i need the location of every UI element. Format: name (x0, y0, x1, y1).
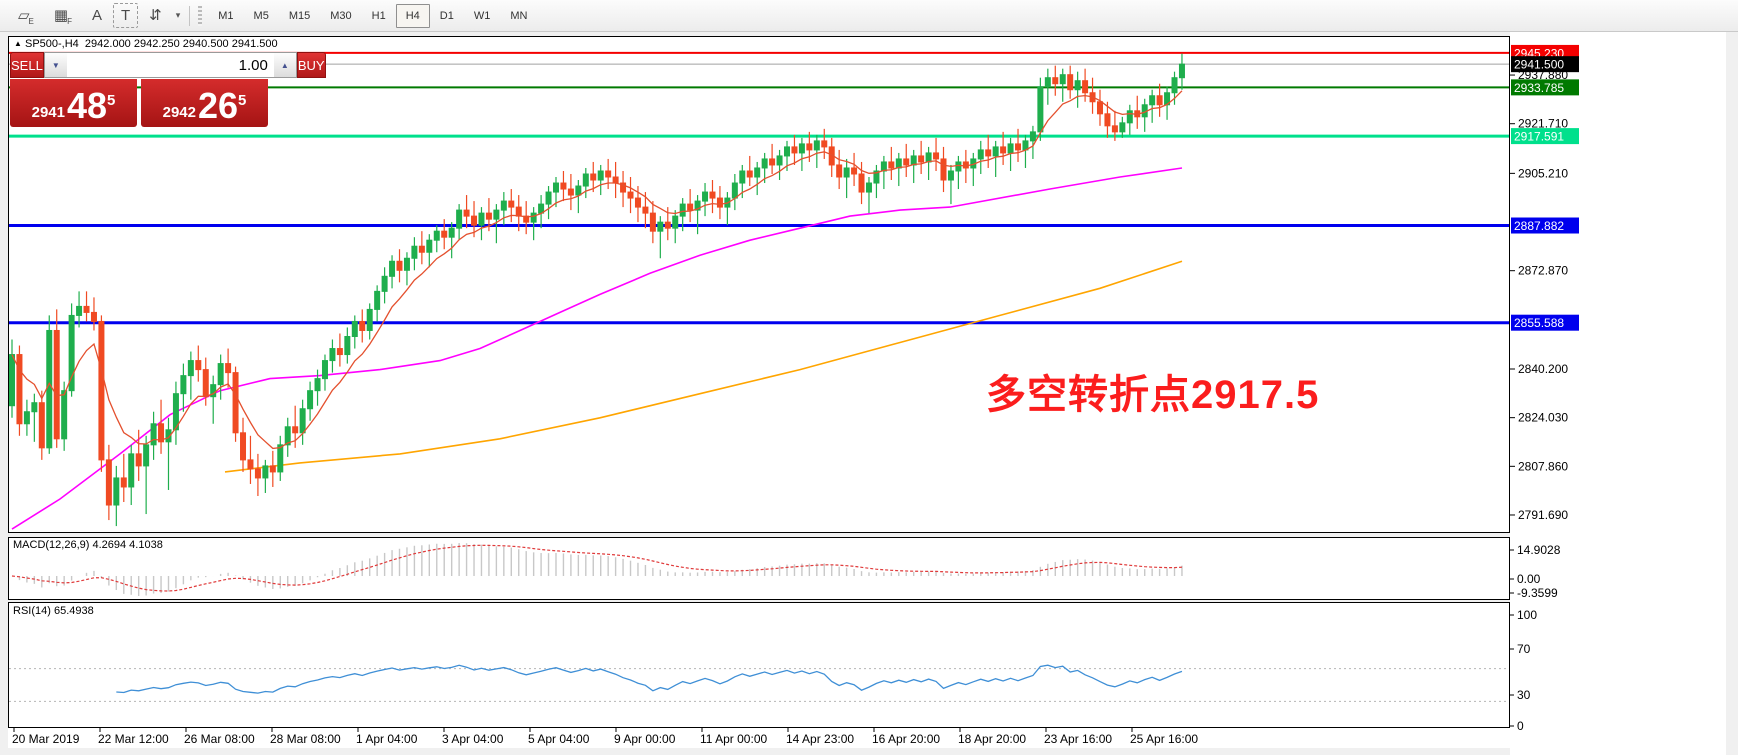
volume-spinner: ▼ ▲ (43, 52, 297, 78)
timeframe-button-w1[interactable]: W1 (473, 9, 491, 22)
svg-text:22 Mar 12:00: 22 Mar 12:00 (98, 732, 169, 746)
timeframe-button-mn[interactable]: MN (510, 9, 528, 22)
buy-price-main: 2942 (162, 104, 196, 121)
sell-button[interactable]: SELL (10, 52, 44, 78)
svg-text:14 Apr 23:00: 14 Apr 23:00 (786, 732, 854, 746)
svg-text:20 Mar 2019: 20 Mar 2019 (12, 732, 80, 746)
equidistant-channel-icon[interactable]: ▱E (18, 7, 34, 26)
sell-price-main: 2941 (31, 104, 65, 121)
svg-text:2807.860: 2807.860 (1518, 459, 1568, 473)
svg-text:11 Apr 00:00: 11 Apr 00:00 (700, 732, 767, 746)
chart-window: 2937.880 2921.710 2905.210 2872.870 2840.200… (0, 32, 1738, 755)
timeframe-button-m30[interactable]: M30 (330, 9, 352, 22)
svg-text:2933.785: 2933.785 (1514, 81, 1564, 95)
timeframe-button-m1[interactable]: M1 (218, 9, 234, 22)
svg-text:2855.588: 2855.588 (1514, 316, 1564, 330)
svg-text:5 Apr 04:00: 5 Apr 04:00 (528, 732, 590, 746)
svg-text:1 Apr 04:00: 1 Apr 04:00 (356, 732, 418, 746)
svg-text:2921.710: 2921.710 (1518, 117, 1568, 131)
timeframe-button-h1[interactable]: H1 (371, 9, 386, 22)
toolbar-grip[interactable] (198, 5, 203, 26)
buy-price-display[interactable]: 2942 26 5 (141, 79, 268, 127)
svg-text:2791.690: 2791.690 (1518, 508, 1568, 522)
volume-input[interactable] (66, 53, 274, 77)
chart-header: ▲ SP500-,H4 2942.000 2942.250 2940.500 2… (14, 38, 278, 50)
buy-price-fraction: 5 (238, 92, 247, 109)
toolbar-separator (189, 5, 191, 26)
arrows-dropdown-caret-icon[interactable]: ▾ (175, 10, 181, 20)
volume-decrease-button[interactable]: ▼ (44, 53, 67, 77)
svg-text:2872.870: 2872.870 (1518, 264, 1568, 278)
svg-text:2941.500: 2941.500 (1514, 58, 1564, 72)
direction-up-icon: ▲ (14, 39, 22, 48)
timeframe-button-m5[interactable]: M5 (253, 9, 269, 22)
svg-text:2840.200: 2840.200 (1518, 362, 1568, 376)
svg-text:30: 30 (1517, 688, 1531, 702)
rsi-label: RSI(14) 65.4938 (13, 605, 94, 617)
svg-text:-9.3599: -9.3599 (1517, 586, 1558, 600)
svg-text:16 Apr 20:00: 16 Apr 20:00 (872, 732, 940, 746)
svg-text:2905.210: 2905.210 (1518, 166, 1568, 180)
buy-price-pips: 26 (197, 84, 239, 126)
volume-increase-button[interactable]: ▲ (273, 53, 296, 77)
svg-text:0.00: 0.00 (1517, 572, 1541, 586)
svg-text:3 Apr 04:00: 3 Apr 04:00 (442, 732, 504, 746)
sell-price-display[interactable]: 2941 48 5 (10, 79, 137, 127)
svg-text:18 Apr 20:00: 18 Apr 20:00 (958, 732, 1026, 746)
svg-text:0: 0 (1517, 719, 1524, 733)
fibonacci-icon[interactable]: ▦F (53, 7, 72, 26)
svg-text:26 Mar 08:00: 26 Mar 08:00 (184, 732, 255, 746)
sell-price-fraction: 5 (107, 92, 116, 109)
ohlc-values: 2942.000 2942.250 2940.500 2941.500 (84, 38, 278, 50)
arrows-icon[interactable]: ⇵ (149, 7, 162, 24)
text-label-icon[interactable]: T (112, 3, 139, 28)
svg-text:14.9028: 14.9028 (1517, 543, 1561, 557)
svg-text:23 Apr 16:00: 23 Apr 16:00 (1044, 732, 1112, 746)
chart-canvas[interactable]: 2937.8802921.7102905.2102872.8702840.200… (0, 32, 1738, 755)
timeframe-button-group: M1 M5 M15 M30 H1 H4 D1 W1 MN (208, 3, 537, 28)
macd-label: MACD(12,26,9) 4.2694 4.1038 (13, 539, 163, 551)
svg-text:2824.030: 2824.030 (1518, 411, 1568, 425)
svg-text:28 Mar 08:00: 28 Mar 08:00 (270, 732, 341, 746)
timeframe-button-d1[interactable]: D1 (439, 9, 454, 22)
svg-text:100: 100 (1517, 608, 1537, 622)
chart-annotation-text: 多空转折点2917.5 (986, 373, 1320, 417)
sell-price-pips: 48 (66, 84, 108, 126)
svg-text:9 Apr 00:00: 9 Apr 00:00 (614, 732, 676, 746)
svg-text:25 Apr 16:00: 25 Apr 16:00 (1130, 732, 1198, 746)
buy-button[interactable]: BUY (296, 52, 326, 78)
top-toolbar: ▱E ▦F A T ⇵ ▾ M1 M5 M15 M30 H1 H4 D1 W1 MN (0, 0, 1738, 32)
svg-text:2917.591: 2917.591 (1514, 130, 1564, 144)
timeframe-button-m15[interactable]: M15 (288, 9, 311, 22)
symbol-label: SP500-,H4 (24, 38, 79, 50)
svg-text:2887.882: 2887.882 (1514, 219, 1564, 233)
timeframe-button-h4[interactable]: H4 (395, 3, 430, 28)
svg-text:70: 70 (1517, 642, 1531, 656)
text-icon[interactable]: A (91, 7, 102, 24)
